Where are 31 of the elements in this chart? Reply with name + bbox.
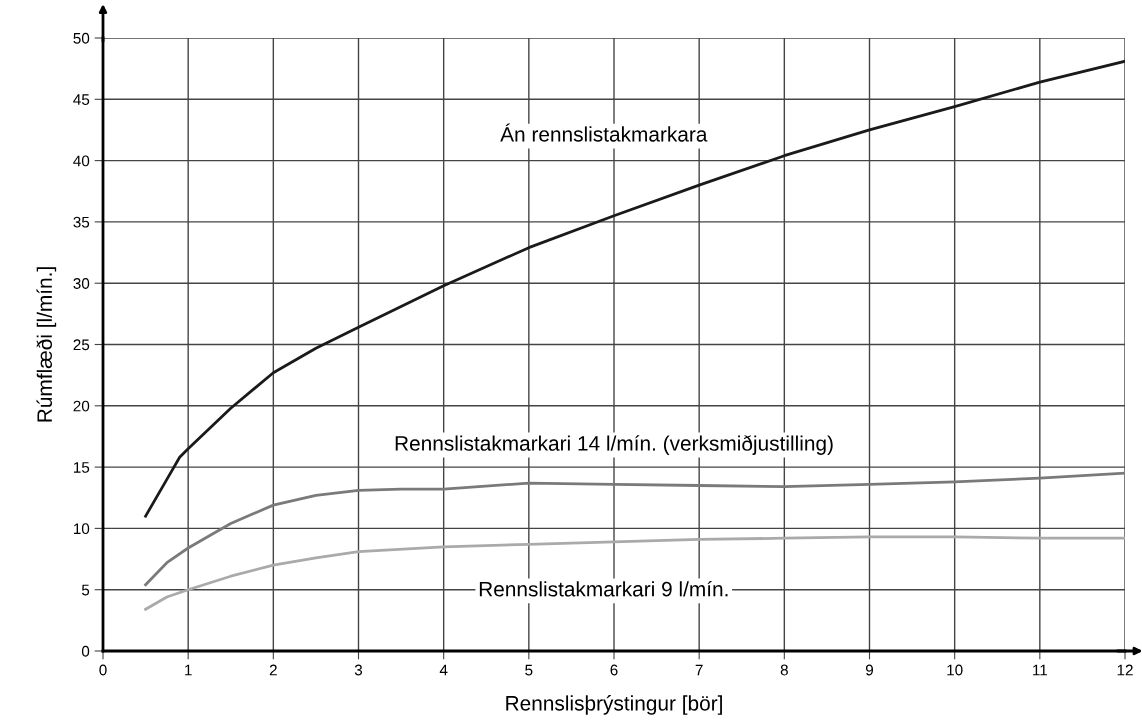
y-tick-label: 25 bbox=[73, 339, 90, 351]
y-tick-label: 20 bbox=[73, 400, 90, 412]
x-tick-label: 11 bbox=[1033, 664, 1048, 676]
x-tick-label: 1 bbox=[185, 664, 192, 676]
series-label: Rennslistakmarkari 14 l/mín. (verksmiðjustilling) bbox=[395, 435, 833, 455]
x-tick-label: 6 bbox=[610, 664, 618, 676]
y-tick-label: 50 bbox=[73, 32, 90, 44]
y-tick-label: 0 bbox=[81, 645, 90, 657]
y-tick-label: 30 bbox=[73, 278, 90, 289]
y-tick-label: 45 bbox=[73, 94, 90, 105]
y-tick-label: 40 bbox=[73, 155, 90, 167]
x-tick-label: 12 bbox=[1117, 664, 1133, 676]
line-series bbox=[144, 535, 1125, 611]
x-tick-label: 10 bbox=[947, 664, 963, 676]
x-tick-label: 7 bbox=[695, 664, 703, 676]
x-tick-label: 4 bbox=[439, 664, 448, 676]
x-tick-label: 9 bbox=[865, 664, 874, 676]
x-tick-label: 2 bbox=[269, 664, 277, 676]
y-tick-label: 15 bbox=[73, 462, 90, 473]
y-tick-label: 10 bbox=[73, 523, 90, 535]
series-label: Án rennslistakmarkara bbox=[500, 123, 708, 142]
y-tick-label: 5 bbox=[81, 584, 90, 596]
series-label: Rennslistakmarkari 9 l/mín. bbox=[479, 580, 728, 597]
line-series bbox=[144, 59, 1125, 518]
x-tick-label: 8 bbox=[780, 664, 788, 676]
x-tick-label: 3 bbox=[354, 664, 363, 676]
x-tick-label: 5 bbox=[525, 664, 533, 676]
y-axis-title: Rúmflæði [l/mín.] bbox=[36, 267, 57, 422]
x-tick-label: 0 bbox=[99, 664, 107, 676]
x-axis-title: Rennslisþrýstingur [bör] bbox=[506, 695, 722, 715]
y-tick-label: 35 bbox=[73, 216, 90, 228]
